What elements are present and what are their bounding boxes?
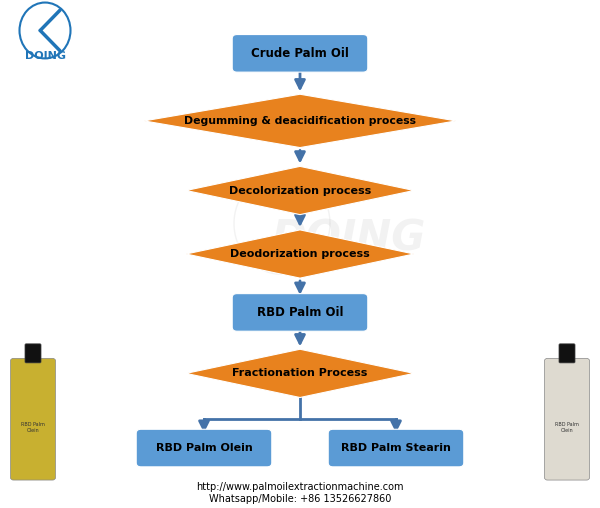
Text: DOING: DOING <box>25 51 65 61</box>
FancyBboxPatch shape <box>545 358 589 480</box>
FancyBboxPatch shape <box>232 294 368 331</box>
Polygon shape <box>186 167 414 214</box>
Text: RBD Palm
Olein: RBD Palm Olein <box>555 422 579 433</box>
Text: Deodorization process: Deodorization process <box>230 249 370 259</box>
Text: DOING: DOING <box>271 218 425 260</box>
Text: RBD Palm Oil: RBD Palm Oil <box>257 306 343 319</box>
Text: http://www.palmoilextractionmachine.com: http://www.palmoilextractionmachine.com <box>196 482 404 492</box>
FancyBboxPatch shape <box>136 429 272 467</box>
Text: Crude Palm Oil: Crude Palm Oil <box>251 47 349 60</box>
FancyBboxPatch shape <box>10 358 56 480</box>
Polygon shape <box>144 94 456 147</box>
Text: RBD Palm
Olein: RBD Palm Olein <box>21 422 45 433</box>
FancyBboxPatch shape <box>232 35 368 72</box>
Text: RBD Palm Olein: RBD Palm Olein <box>155 443 253 453</box>
Polygon shape <box>186 230 414 278</box>
Polygon shape <box>186 350 414 397</box>
Text: RBD Palm Stearin: RBD Palm Stearin <box>341 443 451 453</box>
Text: Whatsapp/Mobile: +86 13526627860: Whatsapp/Mobile: +86 13526627860 <box>209 494 391 504</box>
FancyBboxPatch shape <box>25 344 41 363</box>
Text: Degumming & deacidification process: Degumming & deacidification process <box>184 116 416 126</box>
FancyBboxPatch shape <box>328 429 464 467</box>
Text: Fractionation Process: Fractionation Process <box>232 368 368 378</box>
FancyBboxPatch shape <box>559 344 575 363</box>
Text: Decolorization process: Decolorization process <box>229 185 371 196</box>
